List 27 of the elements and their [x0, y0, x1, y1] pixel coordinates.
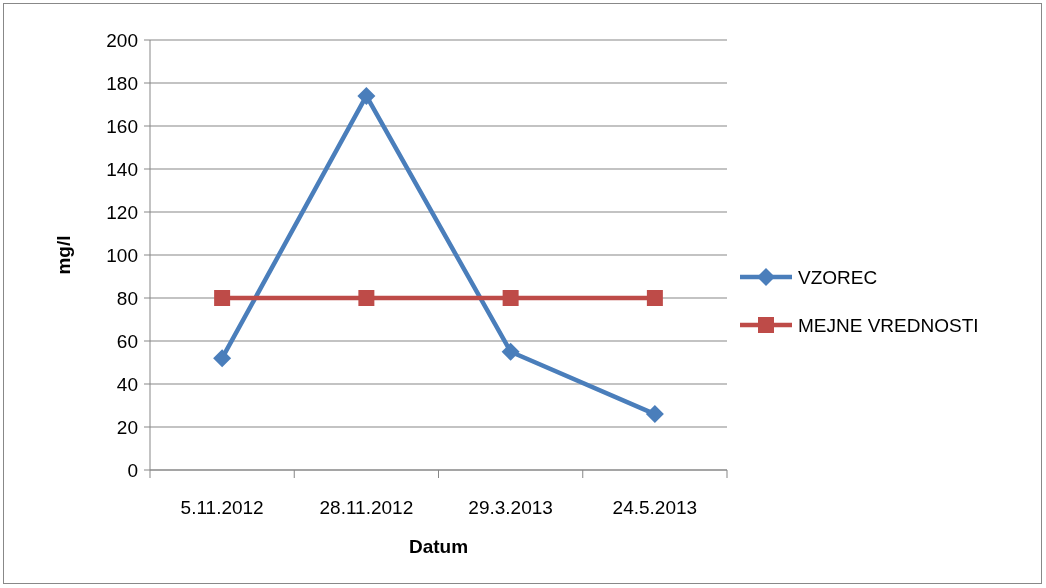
y-tick-label: 120 [106, 201, 138, 223]
y-tick-label: 60 [116, 330, 138, 352]
x-tick-label: 29.3.2013 [468, 497, 553, 518]
point [357, 86, 376, 105]
y-axis-title: mg/l [53, 235, 74, 275]
y-tick-label: 140 [106, 158, 138, 180]
y-tick-label: 40 [116, 373, 138, 395]
legend-label: MEJNE VREDNOSTI [798, 314, 979, 336]
y-tick-label: 20 [116, 416, 138, 438]
point [358, 290, 375, 306]
point [214, 290, 231, 306]
point [646, 290, 663, 306]
y-tick-label: 180 [106, 72, 138, 94]
point [645, 405, 664, 424]
y-tick-label: 0 [127, 459, 138, 481]
y-tick-label: 100 [106, 244, 138, 266]
y-tick-label: 160 [106, 115, 138, 137]
x-tick-label: 28.11.2012 [319, 497, 414, 518]
x-axis-title: Datum [408, 536, 469, 557]
point [501, 342, 520, 361]
point [213, 349, 232, 368]
x-tick-label: 24.5.2013 [612, 497, 698, 518]
y-tick-label: 80 [116, 287, 138, 309]
legend-label: VZOREC [798, 266, 878, 288]
y-tick-label: 200 [106, 29, 138, 51]
x-tick-label: 5.11.2012 [180, 497, 264, 518]
point [502, 290, 519, 306]
